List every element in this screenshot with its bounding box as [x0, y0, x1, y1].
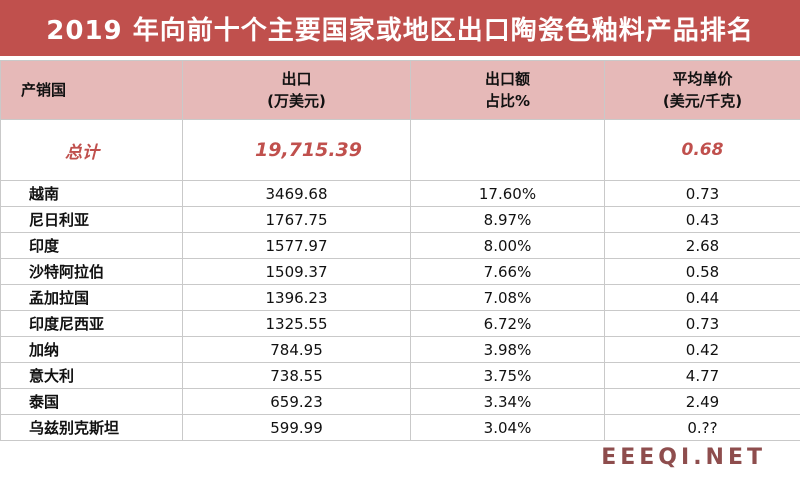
cell-export: 659.23	[182, 388, 411, 415]
cell-price: 0.43	[604, 206, 800, 233]
header-country: 产销国	[0, 60, 183, 120]
cell-country: 泰国	[0, 388, 183, 415]
total-label: 总计	[0, 119, 183, 181]
cell-export: 784.95	[182, 336, 411, 363]
cell-export: 1325.55	[182, 310, 411, 337]
table-row: 印度尼西亚 1325.55 6.72% 0.73	[0, 310, 800, 337]
total-share	[410, 119, 605, 181]
header-share-line1: 出口额	[484, 70, 530, 88]
header-share: 出口额 占比%	[410, 60, 605, 120]
header-export: 出口 (万美元)	[182, 60, 411, 120]
cell-export: 1577.97	[182, 232, 411, 259]
cell-country: 尼日利亚	[0, 206, 183, 233]
cell-price: 0.73	[604, 180, 800, 207]
cell-price: 4.77	[604, 362, 800, 389]
header-price: 平均单价 (美元/千克)	[604, 60, 800, 120]
total-export: 19,715.39	[182, 119, 411, 181]
table-row: 尼日利亚 1767.75 8.97% 0.43	[0, 206, 800, 233]
cell-price: 0.44	[604, 284, 800, 311]
cell-price: 0.42	[604, 336, 800, 363]
table-header-row: 产销国 出口 (万美元) 出口额 占比% 平均单价 (美元/千克)	[0, 60, 800, 120]
cell-share: 7.66%	[410, 258, 605, 285]
header-price-line2: (美元/千克)	[662, 92, 743, 110]
page-title: 2019 年向前十个主要国家或地区出口陶瓷色釉料产品排名	[0, 0, 800, 56]
cell-export: 1509.37	[182, 258, 411, 285]
table-row: 泰国 659.23 3.34% 2.49	[0, 388, 800, 415]
total-price: 0.68	[604, 119, 800, 181]
table-row: 沙特阿拉伯 1509.37 7.66% 0.58	[0, 258, 800, 285]
cell-share: 3.98%	[410, 336, 605, 363]
cell-export: 1767.75	[182, 206, 411, 233]
cell-price: 0.??	[604, 414, 800, 441]
cell-country: 沙特阿拉伯	[0, 258, 183, 285]
cell-share: 3.04%	[410, 414, 605, 441]
cell-price: 2.49	[604, 388, 800, 415]
cell-export: 599.99	[182, 414, 411, 441]
header-export-line2: (万美元)	[267, 92, 326, 110]
cell-share: 8.97%	[410, 206, 605, 233]
cell-country: 加纳	[0, 336, 183, 363]
cell-country: 印度尼西亚	[0, 310, 183, 337]
cell-country: 印度	[0, 232, 183, 259]
export-ranking-table: 产销国 出口 (万美元) 出口额 占比% 平均单价 (美元/千克) 总计 19,…	[0, 60, 800, 441]
cell-share: 3.34%	[410, 388, 605, 415]
cell-share: 7.08%	[410, 284, 605, 311]
cell-price: 0.58	[604, 258, 800, 285]
table-row: 孟加拉国 1396.23 7.08% 0.44	[0, 284, 800, 311]
cell-country: 意大利	[0, 362, 183, 389]
cell-country: 越南	[0, 180, 183, 207]
cell-export: 3469.68	[182, 180, 411, 207]
table-row: 越南 3469.68 17.60% 0.73	[0, 180, 800, 207]
cell-country: 孟加拉国	[0, 284, 183, 311]
cell-share: 8.00%	[410, 232, 605, 259]
header-share-line2: 占比%	[484, 92, 531, 110]
cell-export: 1396.23	[182, 284, 411, 311]
table-row: 加纳 784.95 3.98% 0.42	[0, 336, 800, 363]
cell-share: 6.72%	[410, 310, 605, 337]
header-export-line1: 出口	[281, 70, 312, 88]
total-row: 总计 19,715.39 0.68	[0, 119, 800, 181]
table-row: 意大利 738.55 3.75% 4.77	[0, 362, 800, 389]
table-row: 乌兹别克斯坦 599.99 3.04% 0.??	[0, 414, 800, 441]
cell-share: 17.60%	[410, 180, 605, 207]
cell-share: 3.75%	[410, 362, 605, 389]
watermark: EEEQI.NET	[601, 445, 766, 470]
table-row: 印度 1577.97 8.00% 2.68	[0, 232, 800, 259]
cell-export: 738.55	[182, 362, 411, 389]
header-price-line1: 平均单价	[672, 70, 733, 88]
cell-price: 0.73	[604, 310, 800, 337]
cell-country: 乌兹别克斯坦	[0, 414, 183, 441]
cell-price: 2.68	[604, 232, 800, 259]
